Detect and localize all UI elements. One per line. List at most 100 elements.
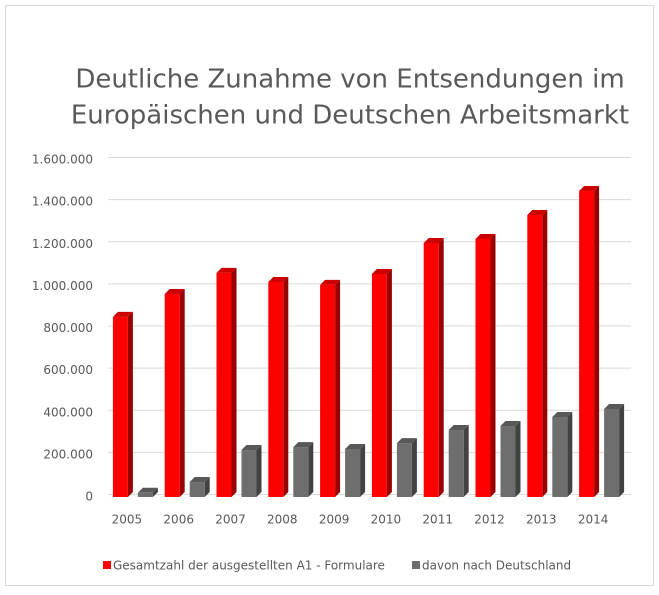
bar-face <box>360 443 366 497</box>
bar-face <box>345 448 361 497</box>
bar-face <box>216 267 237 273</box>
bar-face <box>137 492 153 497</box>
bar <box>604 403 625 497</box>
bar-face <box>604 403 625 409</box>
bar-face <box>241 450 257 497</box>
bar-face <box>423 242 439 497</box>
bar <box>579 185 600 498</box>
bar-face <box>552 416 568 497</box>
bar-face <box>386 268 392 497</box>
bar-face <box>448 430 464 497</box>
x-tick-label: 2011 <box>422 513 453 527</box>
bar <box>241 445 262 497</box>
bar-face <box>189 477 210 483</box>
bar-face <box>164 293 180 497</box>
bar-face <box>619 403 625 497</box>
bar-face <box>579 190 595 498</box>
bar-face <box>268 281 284 497</box>
legend-label: davon nach Deutschland <box>422 559 571 573</box>
y-tick-label: 1.600.000 <box>32 153 93 167</box>
bar-face <box>204 477 210 497</box>
bar-face <box>490 233 496 497</box>
legend-swatch <box>412 561 420 569</box>
bar-face <box>567 411 573 497</box>
bar <box>396 438 417 497</box>
bar-face <box>320 284 336 497</box>
bar-face <box>475 233 496 239</box>
bar <box>137 487 158 497</box>
bar-face <box>112 311 133 317</box>
x-tick-label: 2010 <box>371 513 402 527</box>
bar <box>371 268 392 497</box>
bar-face <box>152 487 158 497</box>
bar-face <box>500 426 516 497</box>
bar-face <box>371 273 387 497</box>
bar <box>500 421 521 497</box>
bar-face <box>345 443 366 449</box>
bar-face <box>552 411 573 417</box>
bar-face <box>594 185 600 498</box>
bar-face <box>293 442 314 448</box>
bar-face <box>542 209 548 497</box>
y-tick-label: 1.000.000 <box>32 279 93 293</box>
x-tick-label: 2009 <box>319 513 350 527</box>
bar-face <box>137 487 158 493</box>
bar-face <box>396 443 412 497</box>
bar <box>216 267 237 497</box>
bar-face <box>500 421 521 427</box>
bar-face <box>579 185 600 191</box>
bar <box>320 279 341 497</box>
legend-swatch <box>103 561 111 569</box>
y-tick-label: 600.000 <box>43 363 93 377</box>
chart-title: Europäischen und Deutschen Arbeitsmarkt <box>71 101 629 131</box>
bar-face <box>308 442 314 497</box>
y-tick-label: 1.200.000 <box>32 237 93 251</box>
y-tick-label: 200.000 <box>43 447 93 461</box>
bar-face <box>371 268 392 274</box>
bar-face <box>335 279 341 497</box>
y-tick-label: 400.000 <box>43 405 93 419</box>
bar-face <box>241 445 262 451</box>
bar <box>448 425 469 497</box>
x-tick-label: 2006 <box>163 513 194 527</box>
bar-face <box>423 237 444 243</box>
x-tick-label: 2013 <box>526 513 557 527</box>
bar-face <box>604 408 620 497</box>
y-tick-label: 0 <box>85 490 93 504</box>
bar <box>112 311 133 497</box>
bar-face <box>216 272 232 497</box>
bar-face <box>475 238 491 497</box>
y-tick-label: 800.000 <box>43 321 93 335</box>
bar-face <box>463 425 469 497</box>
x-tick-label: 2005 <box>112 513 143 527</box>
x-tick-label: 2008 <box>267 513 298 527</box>
bar-face <box>320 279 341 285</box>
bar <box>552 411 573 497</box>
legend-label: Gesamtzahl der ausgestellten A1 - Formul… <box>113 559 385 573</box>
bar-face <box>515 421 521 497</box>
x-tick-label: 2012 <box>474 513 505 527</box>
bar-face <box>396 438 417 444</box>
bar <box>423 237 444 497</box>
bar-face <box>256 445 262 497</box>
bar-face <box>448 425 469 431</box>
bar <box>345 443 366 497</box>
bar-face <box>179 288 185 497</box>
bar-face <box>527 214 543 497</box>
bar <box>189 477 210 497</box>
bar <box>475 233 496 497</box>
bar <box>527 209 548 497</box>
bar-face <box>164 288 185 294</box>
bar-face <box>527 209 548 215</box>
bar <box>268 276 289 497</box>
bar-face <box>231 267 237 497</box>
bar-face <box>438 237 444 497</box>
bar-face <box>411 438 417 497</box>
x-tick-label: 2007 <box>215 513 246 527</box>
y-tick-label: 1.400.000 <box>32 195 93 209</box>
x-tick-label: 2014 <box>578 513 609 527</box>
bar <box>293 442 314 497</box>
bar-face <box>293 447 309 497</box>
bar <box>164 288 185 497</box>
